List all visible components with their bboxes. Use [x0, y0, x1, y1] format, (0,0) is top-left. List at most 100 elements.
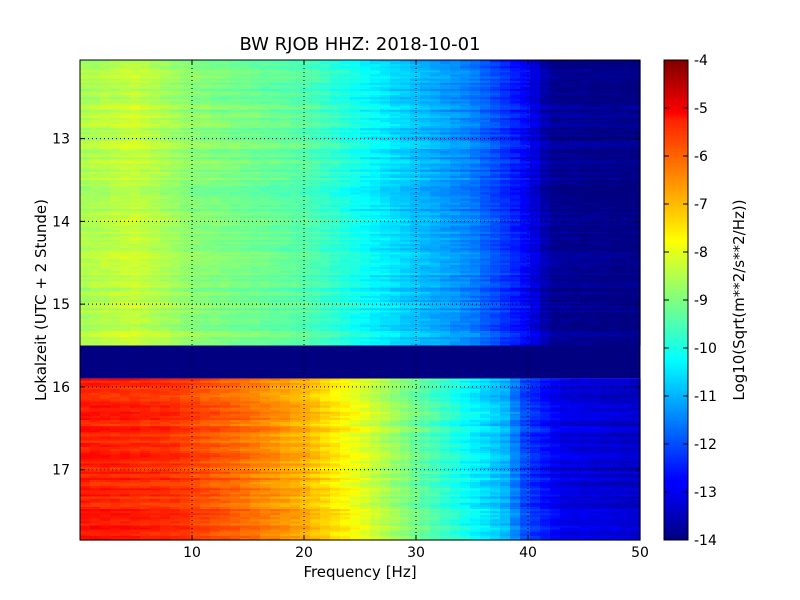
heatmap-cell	[460, 91, 471, 94]
heatmap-cell	[110, 229, 121, 233]
heatmap-cell	[520, 200, 531, 204]
heatmap-cell	[430, 91, 441, 94]
heatmap-cell	[140, 153, 151, 156]
heatmap-cell	[440, 198, 451, 202]
heatmap-cell	[610, 101, 621, 105]
heatmap-cell	[280, 151, 291, 154]
heatmap-cell	[380, 120, 391, 123]
heatmap-cell	[320, 229, 331, 233]
heatmap-cell	[230, 64, 241, 67]
heatmap-cell	[480, 155, 491, 158]
heatmap-cell	[290, 144, 301, 148]
heatmap-cell	[520, 192, 531, 196]
heatmap-cell	[610, 95, 621, 98]
heatmap-cell	[430, 163, 441, 167]
heatmap-cell	[260, 192, 271, 196]
heatmap-cell	[230, 95, 241, 98]
heatmap-cell	[520, 76, 531, 80]
heatmap-cell	[420, 161, 431, 165]
heatmap-cell	[310, 190, 321, 194]
heatmap-cell	[100, 113, 111, 117]
heatmap-cell	[310, 155, 321, 158]
heatmap-cell	[170, 211, 181, 214]
heatmap-cell	[270, 219, 281, 222]
heatmap-cell	[170, 237, 181, 241]
heatmap-cell	[330, 78, 341, 82]
heatmap-cell	[610, 221, 621, 225]
heatmap-cell	[220, 93, 231, 96]
heatmap-cell	[180, 138, 191, 142]
heatmap-cell	[380, 151, 391, 154]
heatmap-cell	[140, 93, 151, 96]
heatmap-cell	[490, 101, 501, 105]
heatmap-cell	[460, 155, 471, 158]
heatmap-cell	[180, 153, 191, 156]
heatmap-cell	[130, 107, 141, 111]
heatmap-cell	[600, 70, 611, 74]
heatmap-cell	[110, 182, 121, 185]
heatmap-cell	[360, 188, 371, 191]
heatmap-cell	[560, 64, 571, 67]
heatmap-cell	[480, 144, 491, 148]
heatmap-cell	[470, 142, 481, 146]
heatmap-cell	[300, 194, 311, 198]
heatmap-cell	[610, 107, 621, 111]
heatmap-cell	[370, 109, 381, 113]
heatmap-cell	[90, 169, 101, 173]
heatmap-cell	[460, 76, 471, 80]
heatmap-cell	[260, 107, 271, 111]
heatmap-cell	[410, 88, 421, 92]
heatmap-cell	[360, 66, 371, 69]
heatmap-cell	[600, 217, 611, 220]
heatmap-cell	[130, 132, 141, 136]
heatmap-cell	[620, 151, 631, 154]
heatmap-cell	[580, 120, 591, 123]
heatmap-cell	[560, 182, 571, 185]
heatmap-cell	[530, 200, 541, 204]
heatmap-cell	[300, 153, 311, 156]
heatmap-cell	[110, 219, 121, 222]
heatmap-cell	[530, 157, 541, 160]
heatmap-cell	[250, 74, 261, 78]
heatmap-cell	[320, 184, 331, 187]
heatmap-cell	[250, 204, 261, 208]
heatmap-cell	[200, 206, 211, 210]
heatmap-cell	[190, 194, 201, 198]
heatmap-cell	[220, 196, 231, 200]
heatmap-cell	[340, 175, 351, 179]
heatmap-cell	[590, 86, 601, 90]
heatmap-cell	[380, 155, 391, 158]
heatmap-cell	[550, 217, 561, 220]
heatmap-cell	[160, 153, 171, 156]
heatmap-cell	[380, 208, 391, 212]
heatmap-cell	[600, 159, 611, 162]
heatmap-cell	[300, 163, 311, 167]
heatmap-cell	[220, 171, 231, 175]
heatmap-cell	[300, 82, 311, 86]
heatmap-cell	[320, 208, 331, 212]
heatmap-cell	[530, 217, 541, 220]
heatmap-cell	[200, 223, 211, 227]
heatmap-cell	[190, 144, 201, 148]
heatmap-cell	[330, 219, 341, 222]
heatmap-cell	[140, 105, 151, 109]
heatmap-cell	[180, 80, 191, 84]
heatmap-cell	[400, 126, 411, 129]
heatmap-cell	[500, 167, 511, 171]
heatmap-cell	[410, 140, 421, 144]
heatmap-cell	[550, 120, 561, 123]
heatmap-cell	[520, 167, 531, 171]
heatmap-cell	[90, 74, 101, 78]
heatmap-cell	[620, 117, 631, 121]
heatmap-cell	[260, 124, 271, 127]
heatmap-cell	[610, 242, 621, 245]
heatmap-cell	[290, 196, 301, 200]
heatmap-cell	[80, 80, 91, 84]
heatmap-cell	[540, 186, 551, 189]
heatmap-cell	[460, 144, 471, 148]
heatmap-cell	[300, 99, 311, 102]
heatmap-cell	[150, 161, 161, 165]
heatmap-cell	[330, 76, 341, 80]
heatmap-cell	[100, 66, 111, 69]
heatmap-cell	[210, 175, 221, 179]
